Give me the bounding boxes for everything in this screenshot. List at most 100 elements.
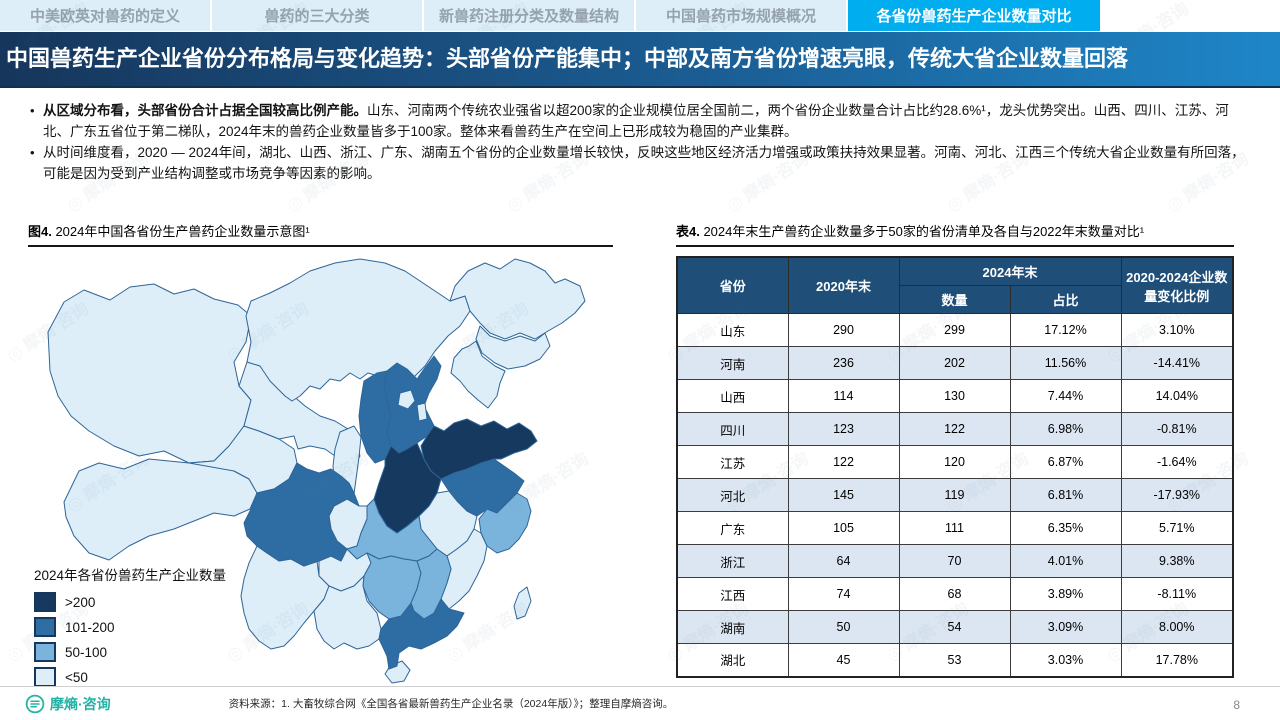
col-share: 占比 <box>1009 285 1122 314</box>
bullet-time-text: 从时间维度看，2020 — 2024年间，湖北、山西、浙江、广东、湖南五个省份的… <box>43 145 1245 181</box>
table-row: 河南 236 202 11.56% -14.41% <box>676 346 1234 380</box>
table-section: 表4. 2024年末生产兽药企业数量多于50家的省份清单及各自与2022年末数量… <box>676 221 1235 678</box>
table-cell: 6.81% <box>1009 478 1122 512</box>
table-cell: 17.78% <box>1120 643 1234 677</box>
table-cell: 山东 <box>676 313 789 347</box>
section-nav: 中美欧英对兽药的定义 兽药的三大分类 新兽药注册分类及数量结构 中国兽药市场规模… <box>0 0 1280 31</box>
tab-classification[interactable]: 兽药的三大分类 <box>212 0 422 31</box>
table-cell: 3.03% <box>1009 643 1122 677</box>
table-cell: -17.93% <box>1120 478 1234 512</box>
table-cell: 74 <box>787 577 900 611</box>
company-logo: 摩熵·咨询 <box>25 694 111 714</box>
table-cell: 64 <box>787 544 900 578</box>
table-cell: -8.11% <box>1120 577 1234 611</box>
figure-caption: 图4. 2024年中国各省份生产兽药企业数量示意图¹ <box>28 221 613 247</box>
table-cell: 14.04% <box>1120 379 1234 413</box>
logo-icon <box>25 694 45 713</box>
table-cell: 11.56% <box>1009 346 1122 380</box>
table-cell: 123 <box>787 412 900 446</box>
table-cell: 江西 <box>676 577 789 611</box>
table-cell: 6.87% <box>1009 445 1122 479</box>
legend-label: 101-200 <box>65 619 115 635</box>
table-caption-text: 2024年末生产兽药企业数量多于50家的省份清单及各自与2022年末数量对比¹ <box>699 224 1145 239</box>
table-cell: 120 <box>898 445 1011 479</box>
table-cell: 68 <box>898 577 1011 611</box>
china-map: 2024年各省份兽药生产企业数量 >200 101-200 50-100 <50 <box>28 250 660 688</box>
legend-swatch <box>34 667 56 687</box>
table-cell: 105 <box>787 511 900 545</box>
table-cell: 236 <box>787 346 900 380</box>
table-cell: 湖南 <box>676 610 789 644</box>
table-cell: 江苏 <box>676 445 789 479</box>
legend-item: 101-200 <box>34 617 226 637</box>
table-row: 江西 74 68 3.89% -8.11% <box>676 577 1234 611</box>
table-cell: 7.44% <box>1009 379 1122 413</box>
table-cell: 70 <box>898 544 1011 578</box>
table-caption: 表4. 2024年末生产兽药企业数量多于50家的省份清单及各自与2022年末数量… <box>676 221 1234 247</box>
table-row: 山东 290 299 17.12% 3.10% <box>676 313 1234 347</box>
table-cell: 53 <box>898 643 1011 677</box>
table-cell: 浙江 <box>676 544 789 578</box>
table-cell: 122 <box>898 412 1011 446</box>
table-header: 省份 2020年末 2024年末 2020-2024企业数量变化比例 数量 占比 <box>676 256 1234 314</box>
summary-bullets: 从区域分布看，头部省份合计占据全国较高比例产能。山东、河南两个传统农业强省以超2… <box>30 100 1248 184</box>
bullet-region-text: 山东、河南两个传统农业强省以超200家的企业规模位居全国前二，两个省份企业数量合… <box>43 103 1229 139</box>
table-cell: -1.64% <box>1120 445 1234 479</box>
logo-text: 摩熵·咨询 <box>50 695 111 712</box>
table-cell: 3.10% <box>1120 313 1234 347</box>
province-table: 省份 2020年末 2024年末 2020-2024企业数量变化比例 数量 占比… <box>676 256 1235 678</box>
table-row: 山西 114 130 7.44% 14.04% <box>676 379 1234 413</box>
table-cell: 119 <box>898 478 1011 512</box>
map-legend-title: 2024年各省份兽药生产企业数量 <box>34 568 227 583</box>
table-cell: 122 <box>787 445 900 479</box>
table-row: 江苏 122 120 6.87% -1.64% <box>676 445 1234 479</box>
tab-definition[interactable]: 中美欧英对兽药的定义 <box>0 0 210 31</box>
table-cell: 290 <box>787 313 900 347</box>
table-row: 河北 145 119 6.81% -17.93% <box>676 478 1234 512</box>
table-cell: 6.35% <box>1009 511 1122 545</box>
figure-caption-text: 2024年中国各省份生产兽药企业数量示意图¹ <box>51 224 310 239</box>
table-caption-label: 表4. <box>676 224 700 239</box>
bullet-time: 从时间维度看，2020 — 2024年间，湖北、山西、浙江、广东、湖南五个省份的… <box>30 142 1248 184</box>
table-cell: 湖北 <box>676 643 789 677</box>
table-cell: 114 <box>787 379 900 413</box>
table-cell: 50 <box>787 610 900 644</box>
legend-item: <50 <box>34 667 226 687</box>
tab-province-comparison[interactable]: 各省份兽药生产企业数量对比 <box>848 0 1100 31</box>
footer: 摩熵·咨询 资料来源：1. 大畜牧综合网《全国各省最新兽药生产企业名录（2024… <box>0 686 1280 720</box>
table-body: 山东 290 299 17.12% 3.10% 河南 236 202 11.56% -14.41%… <box>676 313 1234 677</box>
map-legend: 2024年各省份兽药生产企业数量 >200 101-200 50-100 <50 <box>34 564 226 692</box>
legend-item: >200 <box>34 592 226 612</box>
table-cell: 9.38% <box>1120 544 1234 578</box>
col-change: 2020-2024企业数量变化比例 <box>1120 256 1234 314</box>
table-cell: 299 <box>898 313 1011 347</box>
table-cell: 河北 <box>676 478 789 512</box>
table-cell: 111 <box>898 511 1011 545</box>
col-2024-group: 2024年末 <box>898 256 1122 286</box>
table-cell: 8.00% <box>1120 610 1234 644</box>
tab-market-size[interactable]: 中国兽药市场规模概况 <box>636 0 846 31</box>
legend-swatch <box>34 617 56 637</box>
page-title: 中国兽药生产企业省份分布格局与变化趋势：头部省份产能集中；中部及南方省份增速亮眼… <box>0 32 1280 88</box>
tab-registration[interactable]: 新兽药注册分类及数量结构 <box>424 0 634 31</box>
table-row: 四川 123 122 6.98% -0.81% <box>676 412 1234 446</box>
table-row: 广东 105 111 6.35% 5.71% <box>676 511 1234 545</box>
china-choropleth-svg <box>47 258 586 684</box>
figure-section: 图4. 2024年中国各省份生产兽药企业数量示意图¹ <box>28 221 613 688</box>
table-cell: 5.71% <box>1120 511 1234 545</box>
figure-caption-label: 图4. <box>28 224 52 239</box>
table-cell: -14.41% <box>1120 346 1234 380</box>
table-cell: 广东 <box>676 511 789 545</box>
col-2020: 2020年末 <box>787 256 900 314</box>
legend-item: 50-100 <box>34 642 226 662</box>
col-count: 数量 <box>898 285 1011 314</box>
source-note: 资料来源：1. 大畜牧综合网《全国各省最新兽药生产企业名录（2024年版）》；整… <box>228 698 674 710</box>
table-cell: 54 <box>898 610 1011 644</box>
page-number: 8 <box>1233 698 1240 712</box>
table-cell: 四川 <box>676 412 789 446</box>
bullet-region-lead: 从区域分布看，头部省份合计占据全国较高比例产能。 <box>43 103 367 118</box>
legend-label: >200 <box>65 594 96 610</box>
legend-label: <50 <box>65 669 88 685</box>
table-cell: 17.12% <box>1009 313 1122 347</box>
